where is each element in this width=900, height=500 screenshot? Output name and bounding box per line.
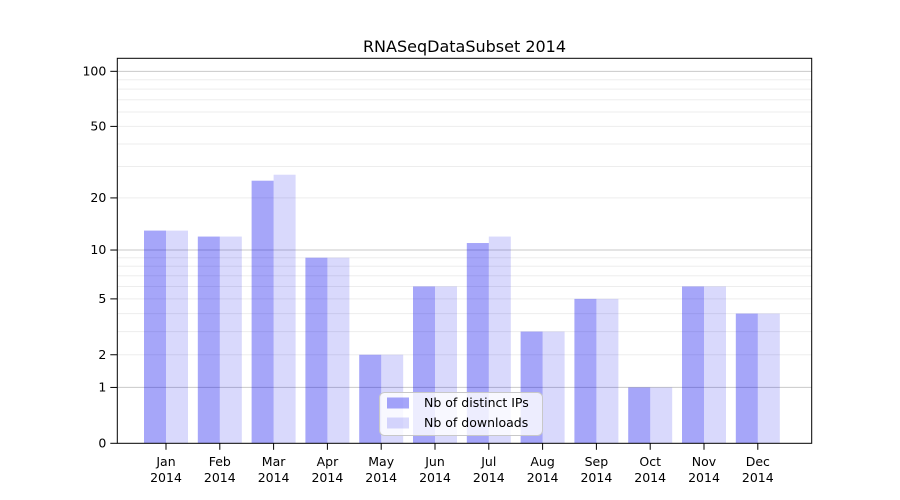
x-tick-label-year: 2014 <box>204 470 236 485</box>
y-tick-label: 10 <box>90 242 106 257</box>
bar <box>574 298 597 444</box>
x-tick-label-year: 2014 <box>258 470 290 485</box>
bar <box>327 257 350 444</box>
bar <box>650 387 673 444</box>
legend-box <box>379 392 543 436</box>
bar <box>166 230 188 444</box>
bar <box>628 387 651 444</box>
legend-swatch <box>387 397 409 409</box>
y-tick-label: 2 <box>98 347 106 362</box>
bar <box>542 331 565 444</box>
x-tick-label-month: Feb <box>209 454 231 469</box>
x-tick-label-month: Sep <box>585 454 609 469</box>
x-tick-label-year: 2014 <box>419 470 451 485</box>
x-tick-label-year: 2014 <box>365 470 397 485</box>
x-tick-label-month: Apr <box>317 454 339 469</box>
x-tick-label-month: Jan <box>155 454 175 469</box>
bar <box>682 286 704 444</box>
legend-swatch <box>387 417 409 429</box>
x-tick-label-month: Dec <box>746 454 770 469</box>
plot-border <box>116 57 813 444</box>
y-tick-label: 5 <box>98 291 106 306</box>
x-tick-label-month: Jul <box>480 454 496 469</box>
x-tick-label-year: 2014 <box>311 470 343 485</box>
x-tick-label-year: 2014 <box>473 470 505 485</box>
bar <box>219 236 242 444</box>
bar <box>735 313 758 444</box>
x-tick-label-year: 2014 <box>634 470 666 485</box>
bar <box>704 286 726 444</box>
x-tick-label-year: 2014 <box>742 470 774 485</box>
bar <box>359 354 382 444</box>
x-tick-label-year: 2014 <box>580 470 612 485</box>
bar <box>273 174 296 444</box>
legend-label: Nb of distinct IPs <box>424 395 529 410</box>
bar <box>197 236 220 444</box>
bar <box>144 230 166 444</box>
x-tick-label-year: 2014 <box>150 470 182 485</box>
x-tick-label-month: Mar <box>262 454 286 469</box>
x-tick-label-month: Jun <box>424 454 445 469</box>
x-tick-label-year: 2014 <box>688 470 720 485</box>
x-tick-label-year: 2014 <box>527 470 559 485</box>
bar <box>757 313 780 444</box>
bar <box>251 180 274 444</box>
y-tick-label: 50 <box>90 119 106 134</box>
bar <box>488 236 511 444</box>
y-tick-label: 20 <box>90 190 106 205</box>
bar <box>305 257 328 444</box>
y-tick-label: 100 <box>82 64 106 79</box>
x-tick-label-month: Aug <box>530 454 554 469</box>
x-tick-label-month: Nov <box>692 454 717 469</box>
x-tick-label-month: Oct <box>639 454 661 469</box>
x-tick-label-month: May <box>368 454 394 469</box>
y-tick-label: 1 <box>98 380 106 395</box>
chart-title: RNASeqDataSubset 2014 <box>363 37 566 56</box>
legend-label: Nb of downloads <box>424 415 528 430</box>
bar <box>596 298 619 444</box>
y-tick-label: 0 <box>98 436 106 451</box>
